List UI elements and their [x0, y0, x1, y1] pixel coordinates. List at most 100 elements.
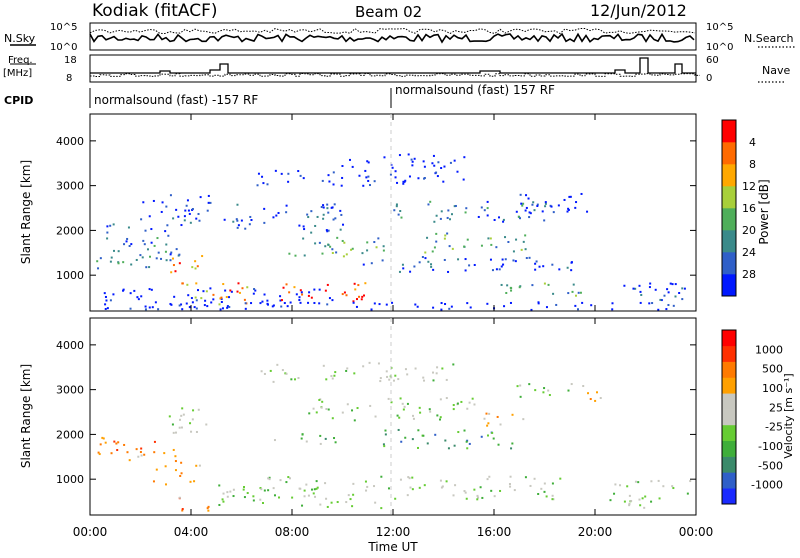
heatmap-cell [261, 300, 264, 303]
heatmap-cell [229, 289, 232, 292]
heatmap-cell [384, 429, 387, 432]
heatmap-cell [395, 205, 398, 208]
colorbar-tick: 12 [742, 180, 756, 193]
heatmap-cell [133, 289, 136, 292]
heatmap-cell [456, 402, 459, 405]
heatmap-cell [528, 211, 531, 214]
heatmap-cell [177, 215, 180, 218]
heatmap-cell [303, 489, 306, 492]
heatmap-cell [301, 433, 304, 436]
colorbar-tick: 24 [742, 246, 756, 259]
heatmap-cell [260, 370, 263, 373]
heatmap-cell [480, 206, 483, 209]
heatmap-cell [535, 260, 538, 263]
heatmap-cell [109, 299, 112, 302]
heatmap-cell [219, 297, 222, 300]
heatmap-cell [102, 437, 105, 440]
heatmap-cell [122, 289, 125, 292]
heatmap-cell [417, 429, 420, 432]
heatmap-cell [402, 267, 405, 270]
heatmap-cell [197, 289, 200, 292]
heatmap-cell [544, 202, 547, 205]
heatmap-cell [301, 504, 304, 507]
heatmap-cell [570, 261, 573, 264]
heatmap-cell [452, 408, 455, 411]
heatmap-cell [486, 214, 489, 217]
heatmap-cell [364, 169, 367, 172]
heatmap-cell [398, 416, 401, 419]
heatmap-cell [321, 179, 324, 182]
heatmap-cell [551, 482, 554, 485]
heatmap-cell [486, 478, 489, 481]
heatmap-cell [336, 501, 339, 504]
heatmap-cell [183, 215, 186, 218]
heatmap-cell [667, 304, 670, 307]
heatmap-cell [196, 265, 199, 268]
heatmap-cell [545, 306, 548, 309]
heatmap-cell [189, 422, 192, 425]
heatmap-cell [180, 414, 183, 417]
heatmap-cell [232, 488, 235, 491]
heatmap-cell [353, 419, 356, 422]
heatmap-cell [244, 227, 247, 230]
heatmap-cell [324, 437, 327, 440]
colorbar-swatch [722, 472, 736, 489]
heatmap-cell [439, 416, 442, 419]
heatmap-cell [203, 304, 206, 307]
heatmap-cell [416, 446, 419, 449]
heatmap-cell [485, 412, 488, 415]
heatmap-cell [443, 258, 446, 261]
heatmap-cell [197, 408, 200, 411]
heatmap-cell [310, 488, 313, 491]
heatmap-cell [185, 204, 188, 207]
heatmap-cell [254, 289, 257, 292]
heatmap-cell [150, 228, 153, 231]
colorbar-tick: 16 [742, 202, 756, 215]
heatmap-cell [572, 283, 575, 286]
heatmap-cell [164, 230, 167, 233]
heatmap-cell [454, 484, 457, 487]
heatmap-cell [294, 378, 297, 381]
heatmap-cell [476, 494, 479, 497]
heatmap-cell [453, 444, 456, 447]
heatmap-cell [321, 400, 324, 403]
heatmap-cell [429, 200, 432, 203]
heatmap-cell [639, 504, 642, 507]
heatmap-cell [524, 209, 527, 212]
heatmap-cell [495, 246, 498, 249]
heatmap-cell [130, 263, 133, 266]
heatmap-cell [587, 392, 590, 395]
heatmap-cell [417, 177, 420, 180]
heatmap-cell [272, 216, 275, 219]
heatmap-cell [333, 437, 336, 440]
heatmap-cell [570, 383, 573, 386]
heatmap-cell [172, 448, 175, 451]
heatmap-cell [401, 402, 404, 405]
heatmap-cell [225, 296, 228, 299]
heatmap-cell [399, 478, 402, 481]
heatmap-cell [412, 417, 415, 420]
heatmap-cell [665, 308, 668, 311]
heatmap-cell [319, 503, 322, 506]
heatmap-cell [663, 294, 666, 297]
xaxis-label: Time UT [367, 540, 418, 554]
colorbar-tick: 1000 [755, 343, 783, 356]
heatmap-cell [614, 483, 617, 486]
heatmap-cell [527, 197, 530, 200]
xtick-label: 00:00 [679, 525, 714, 539]
heatmap-cell [307, 294, 310, 297]
heatmap-cell [341, 239, 344, 242]
heatmap-cell [104, 441, 107, 444]
heatmap-cell [536, 203, 539, 206]
heatmap-cell [364, 480, 367, 483]
heatmap-cell [143, 453, 146, 456]
heatmap-cell [396, 414, 399, 417]
heatmap-cell [263, 207, 266, 210]
heatmap-cell [648, 286, 651, 289]
heatmap-cell [305, 483, 308, 486]
heatmap-cell [198, 464, 201, 467]
heatmap-cell [332, 218, 335, 221]
heatmap-cell [222, 500, 225, 503]
heatmap-cell [406, 402, 409, 405]
heatmap-cell [206, 209, 209, 212]
